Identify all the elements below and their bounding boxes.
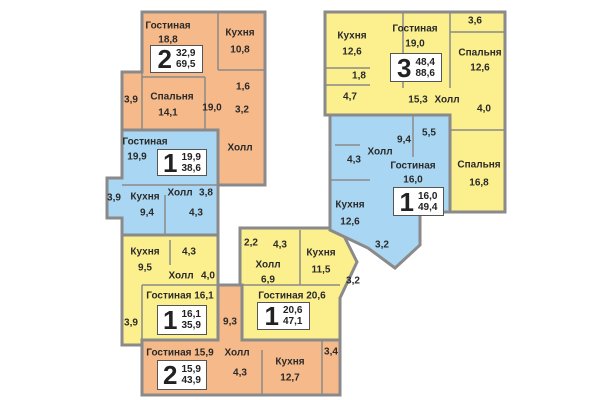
living-area: 16,0 bbox=[418, 190, 438, 202]
room-name: Холл bbox=[434, 94, 460, 106]
living-area: 48,4 bbox=[415, 56, 435, 68]
room-area: 4,0 bbox=[201, 270, 215, 282]
room-count: 3 bbox=[397, 52, 412, 83]
living-area: 19,9 bbox=[181, 151, 201, 163]
room-count: 2 bbox=[157, 44, 172, 74]
room-count: 2 bbox=[163, 360, 178, 390]
room-name: Спальня bbox=[150, 91, 194, 103]
apartment-badge: 3 48,4 88,6 bbox=[390, 53, 442, 82]
room-area: 11,5 bbox=[311, 264, 331, 276]
room-count: 1 bbox=[163, 305, 178, 335]
room-name: Холл bbox=[227, 142, 253, 154]
room-area: 4,7 bbox=[343, 91, 357, 103]
room-area: 10,8 bbox=[230, 44, 250, 56]
room-area: 14,1 bbox=[158, 107, 178, 119]
room-area: 6,9 bbox=[261, 274, 275, 286]
room-area: 4,3 bbox=[347, 154, 361, 166]
room-name: Кухня bbox=[130, 246, 160, 258]
room-area: 19,0 bbox=[405, 38, 425, 50]
total-area: 69,5 bbox=[176, 59, 196, 70]
room-name: Холл bbox=[367, 146, 393, 158]
living-area: 32,9 bbox=[176, 48, 196, 59]
total-area: 49,4 bbox=[418, 201, 438, 213]
balcony-area: 3,9 bbox=[124, 317, 138, 329]
total-area: 88,6 bbox=[415, 67, 435, 79]
balcony-area: 3,6 bbox=[468, 15, 482, 27]
room-name: Гостиная 16,1 bbox=[146, 290, 214, 302]
living-area: 15,9 bbox=[181, 364, 201, 375]
apartment-g-shape[interactable] bbox=[328, 113, 452, 270]
room-name: Кухня bbox=[306, 247, 336, 259]
total-area: 47,1 bbox=[283, 316, 303, 327]
room-area: 4,0 bbox=[477, 103, 491, 115]
room-name: Гостиная 15,9 bbox=[146, 347, 214, 359]
total-area: 38,6 bbox=[181, 162, 201, 174]
room-name: Гостиная bbox=[392, 23, 438, 35]
room-name: Спальня bbox=[457, 159, 501, 171]
balcony-area: 3,2 bbox=[375, 239, 389, 251]
apartment-badge: 2 15,9 43,9 bbox=[157, 360, 207, 390]
room-area: 4,3 bbox=[182, 246, 196, 258]
balcony-area: 3,9 bbox=[124, 94, 138, 106]
room-name: Кухня bbox=[225, 27, 255, 39]
room-area: 9,3 bbox=[223, 316, 237, 328]
room-area: 16,8 bbox=[469, 177, 489, 189]
room-area: 1,6 bbox=[236, 81, 250, 93]
room-area: 3,2 bbox=[235, 104, 249, 116]
apartment-badge: 1 19,9 38,6 bbox=[157, 149, 207, 176]
room-name: Гостиная bbox=[122, 136, 168, 148]
room-area: 4,3 bbox=[233, 367, 247, 379]
room-area: 5,5 bbox=[422, 127, 436, 139]
balcony-area: 3,2 bbox=[346, 275, 360, 287]
living-area: 16,1 bbox=[181, 309, 201, 320]
room-name: Спальня bbox=[458, 47, 502, 59]
room-area: 19,9 bbox=[127, 151, 147, 163]
balcony-area: 3,9 bbox=[107, 192, 121, 204]
room-area: 9,4 bbox=[397, 134, 411, 146]
room-name: Кухня bbox=[337, 30, 367, 42]
room-area: 19,0 bbox=[202, 102, 222, 114]
room-name: Холл bbox=[167, 187, 193, 199]
balcony-area: 3,4 bbox=[324, 346, 338, 358]
room-area: 15,3 bbox=[408, 94, 428, 106]
room-name: Кухня bbox=[275, 356, 305, 368]
room-area: 2,2 bbox=[244, 237, 258, 249]
room-area: 12,6 bbox=[340, 216, 360, 228]
room-count: 1 bbox=[163, 147, 178, 178]
room-name: Кухня bbox=[130, 191, 160, 203]
room-area: 18,8 bbox=[158, 34, 178, 46]
apartment-badge: 2 32,9 69,5 bbox=[150, 45, 203, 73]
room-name: Холл bbox=[224, 347, 250, 359]
room-count: 1 bbox=[399, 186, 414, 217]
room-name: Гостиная 20,6 bbox=[258, 290, 326, 302]
room-area: 12,6 bbox=[342, 46, 362, 58]
room-area: 12,7 bbox=[280, 372, 300, 384]
room-area: 16,0 bbox=[403, 174, 423, 186]
total-area: 43,9 bbox=[181, 375, 201, 386]
room-name: Гостиная bbox=[390, 160, 436, 172]
room-area: 1,8 bbox=[352, 70, 366, 82]
room-name: Холл bbox=[255, 259, 281, 271]
apartment-badge: 1 20,6 47,1 bbox=[257, 302, 310, 330]
room-area: 9,5 bbox=[138, 262, 152, 274]
room-area: 4,3 bbox=[189, 207, 203, 219]
room-area: 12,6 bbox=[470, 62, 490, 74]
room-area: 4,3 bbox=[273, 239, 287, 251]
room-count: 1 bbox=[264, 301, 279, 331]
room-name: Гостиная bbox=[145, 20, 191, 32]
apartment-badge: 1 16,1 35,9 bbox=[157, 305, 207, 335]
living-area: 20,6 bbox=[283, 305, 303, 316]
apartment-badge: 1 16,0 49,4 bbox=[393, 187, 444, 216]
room-area: 9,4 bbox=[140, 207, 154, 219]
room-area: 3,8 bbox=[199, 187, 213, 199]
total-area: 35,9 bbox=[181, 320, 201, 331]
room-name: Холл bbox=[168, 270, 194, 282]
room-name: Кухня bbox=[335, 199, 365, 211]
